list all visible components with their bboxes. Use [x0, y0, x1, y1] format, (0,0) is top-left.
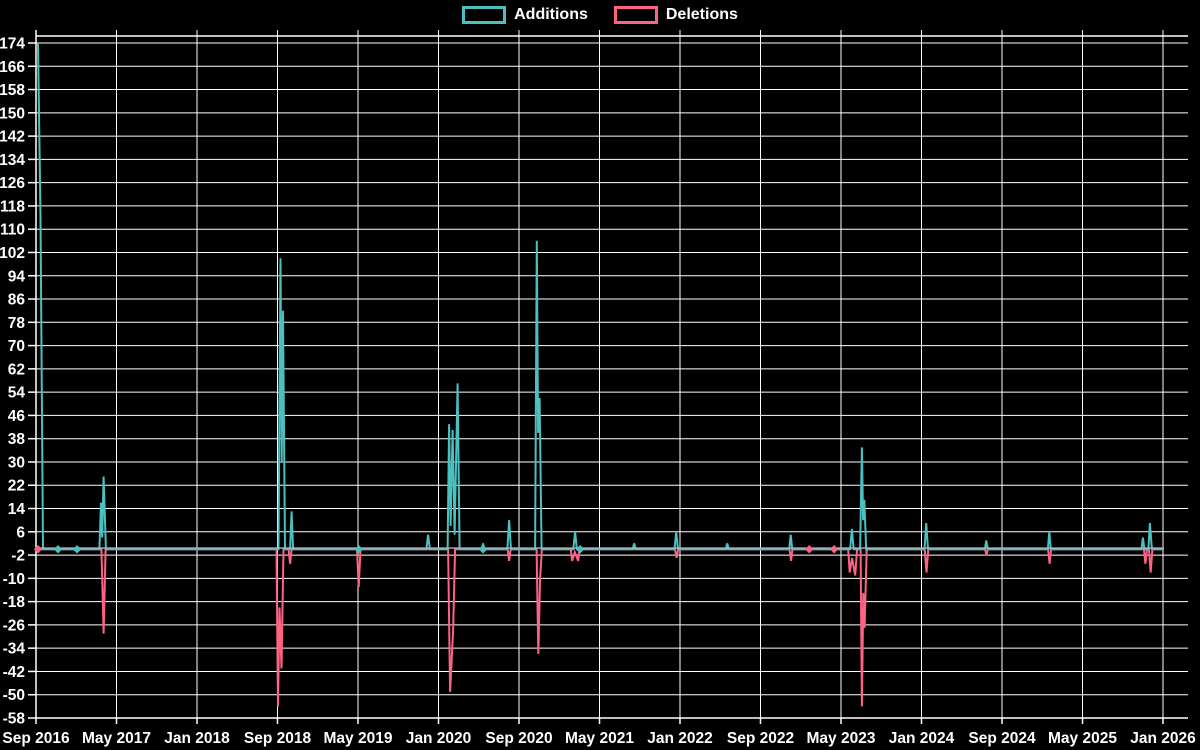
- y-axis-tick-label: 166: [0, 59, 25, 76]
- deletions-point-marker: [33, 545, 43, 554]
- x-axis-tick-label: Sep 2024: [968, 730, 1036, 747]
- y-axis-tick-label: 86: [8, 292, 26, 309]
- x-axis-tick-label: Jan 2024: [889, 730, 955, 747]
- y-axis-tick-label: -50: [3, 687, 25, 704]
- chart-legend: Additions Deletions: [0, 6, 1200, 24]
- y-axis-tick-label: 118: [0, 198, 25, 215]
- y-axis-tick-label: 94: [8, 268, 26, 285]
- y-axis-tick-label: -18: [3, 594, 26, 611]
- y-axis-tick-label: -26: [3, 617, 26, 634]
- y-axis-tick-label: -58: [3, 711, 26, 728]
- y-axis-tick-label: 62: [8, 361, 25, 378]
- x-axis-tick-label: Sep 2016: [2, 730, 70, 747]
- additions-swatch-icon: [462, 6, 507, 24]
- y-axis-tick-label: 54: [8, 385, 26, 402]
- y-axis-tick-label: 22: [8, 478, 25, 495]
- y-axis-tick-label: -34: [3, 641, 26, 658]
- y-axis-tick-label: 30: [8, 454, 25, 471]
- deletions-point-marker: [805, 545, 814, 554]
- y-axis-tick-label: 14: [8, 501, 26, 518]
- y-axis-tick-label: 70: [8, 338, 25, 355]
- y-axis-tick-label: 110: [0, 222, 25, 239]
- y-axis-tick-label: 158: [0, 82, 25, 99]
- deletions-line: [38, 548, 1164, 707]
- legend-item-additions[interactable]: Additions: [462, 6, 588, 24]
- deletions-swatch-icon: [613, 6, 658, 24]
- y-axis-tick-label: -10: [3, 571, 25, 588]
- y-axis-tick-label: 150: [0, 105, 25, 122]
- x-axis-tick-label: May 2023: [807, 730, 876, 747]
- y-axis-tick-label: 78: [8, 315, 26, 332]
- x-axis-tick-label: May 2021: [565, 730, 634, 747]
- y-axis-tick-label: 134: [0, 152, 25, 169]
- deletions-point-marker: [829, 545, 839, 554]
- y-axis-tick-label: 102: [0, 245, 25, 262]
- legend-additions-label: Additions: [514, 6, 588, 23]
- y-axis-tick-label: 142: [0, 129, 25, 146]
- additions-point-marker: [53, 545, 63, 554]
- x-axis-tick-label: May 2017: [82, 730, 151, 747]
- y-axis-tick-label: 174: [0, 36, 25, 53]
- additions-point-marker: [72, 545, 82, 554]
- additions-line: [37, 42, 1164, 551]
- additions-point-marker: [575, 545, 585, 554]
- x-axis-tick-label: Jan 2020: [406, 730, 472, 747]
- x-axis-tick-label: May 2019: [324, 730, 393, 747]
- additions-point-marker: [478, 545, 488, 554]
- y-axis-tick-label: 6: [16, 524, 25, 541]
- x-axis-tick-label: Jan 2022: [647, 730, 713, 747]
- additions-point-marker: [354, 545, 363, 554]
- y-axis-tick-label: 126: [0, 175, 25, 192]
- x-axis-tick-label: Jan 2018: [164, 730, 230, 747]
- x-axis-tick-label: May 2025: [1048, 730, 1117, 747]
- y-axis-tick-label: 46: [8, 408, 26, 425]
- x-axis-tick-label: Sep 2022: [727, 730, 794, 747]
- legend-deletions-label: Deletions: [665, 6, 738, 23]
- x-axis-tick-label: Jan 2026: [1130, 730, 1196, 747]
- y-axis-tick-label: 38: [8, 431, 26, 448]
- y-axis-tick-label: -2: [11, 548, 25, 565]
- x-axis-tick-label: Sep 2020: [485, 730, 552, 747]
- legend-item-deletions[interactable]: Deletions: [613, 6, 738, 24]
- x-axis-tick-label: Sep 2018: [244, 730, 312, 747]
- y-axis-tick-label: -42: [3, 664, 25, 681]
